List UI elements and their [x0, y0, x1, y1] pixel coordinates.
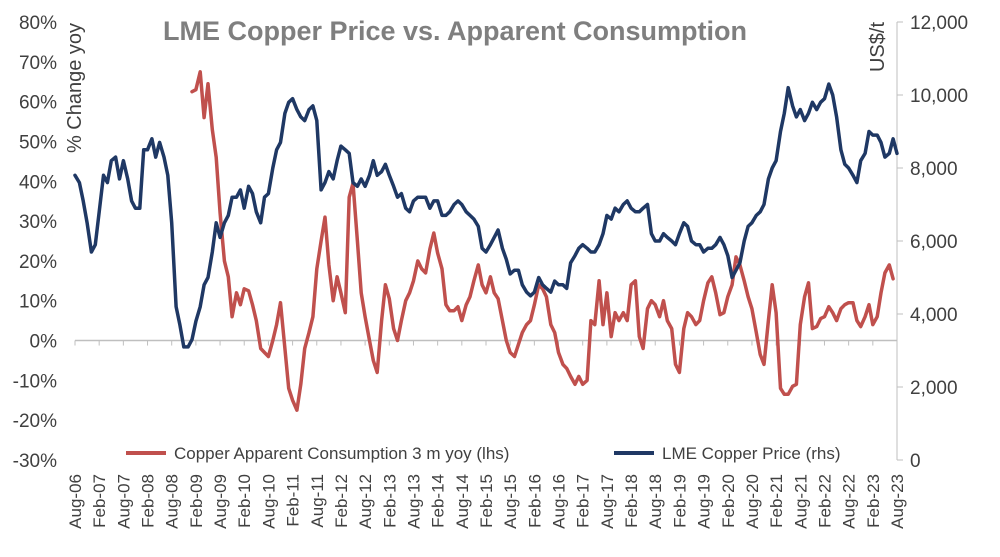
x-tick-label: Aug-21: [791, 474, 810, 529]
x-tick-label: Feb-08: [139, 474, 158, 528]
x-tick-label: Aug-11: [308, 474, 327, 528]
x-tick-label: Aug-12: [356, 474, 375, 529]
x-tick-label: Feb-07: [90, 474, 109, 528]
legend-label-consumption: Copper Apparent Consumption 3 m yoy (lhs…: [174, 444, 509, 463]
x-tick-label: Aug-22: [840, 474, 859, 529]
x-tick-label: Feb-18: [622, 474, 641, 528]
left-tick-label: 40%: [19, 172, 57, 193]
x-tick-label: Aug-16: [550, 474, 569, 529]
left-tick-label: 70%: [19, 53, 57, 74]
x-tick-label: Aug-10: [259, 474, 278, 529]
right-axis-title: US$/t: [867, 22, 889, 72]
x-tick-label: Feb-17: [574, 474, 593, 528]
left-tick-label: 80%: [19, 13, 57, 34]
left-tick-label: 20%: [19, 252, 57, 273]
x-tick-label: Aug-09: [211, 474, 230, 529]
x-tick-label: Aug-08: [163, 474, 182, 529]
right-tick-label: 0: [910, 451, 921, 472]
left-axis-title: % Change yoy: [64, 23, 86, 153]
series-layer: [73, 70, 899, 412]
left-tick-label: 10%: [19, 292, 57, 313]
x-tick-label: Feb-14: [429, 474, 448, 528]
left-tick-label: -10%: [13, 371, 57, 392]
chart-title: LME Copper Price vs. Apparent Consumptio…: [163, 16, 747, 46]
x-tick-label: Feb-12: [332, 474, 351, 528]
x-tick-label: Feb-22: [816, 474, 835, 528]
x-tick-label: Feb-11: [284, 474, 303, 527]
left-axis: -30% -20% -10% 0% 10% 20% 30% 40% 50% 60% 70% 80%: [13, 13, 57, 472]
series-line-copper-price: [73, 82, 899, 349]
series-line-consumption: [190, 70, 895, 412]
right-tick-label: 12,000: [910, 13, 968, 34]
x-tick-label: Aug-15: [501, 474, 520, 529]
x-tick-label: Feb-10: [235, 474, 254, 528]
left-tick-label: 50%: [19, 132, 57, 153]
right-tick-label: 2,000: [910, 378, 958, 399]
legend: Copper Apparent Consumption 3 m yoy (lhs…: [126, 444, 841, 463]
x-tick-label: Feb-15: [477, 474, 496, 528]
x-tick-label: Aug-23: [888, 474, 907, 529]
left-tick-label: 0%: [30, 332, 58, 353]
x-tick-label: Aug-06: [66, 474, 85, 529]
x-tick-label: Aug-20: [743, 474, 762, 529]
x-tick-label: Feb-21: [767, 474, 786, 528]
x-tick-label: Aug-18: [646, 474, 665, 529]
x-tick-label: Feb-13: [380, 474, 399, 528]
x-tick-label: Feb-09: [187, 474, 206, 528]
right-tick-label: 4,000: [910, 305, 958, 326]
right-axis: 0 2,000 4,000 6,000 8,000 10,000 12,000: [897, 13, 968, 472]
left-tick-label: 30%: [19, 212, 57, 233]
right-tick-label: 6,000: [910, 232, 958, 253]
x-tick-label: Aug-17: [598, 474, 617, 529]
x-tick-label: Aug-07: [114, 474, 133, 529]
x-tick-label: Feb-23: [864, 474, 883, 528]
x-tick-label: Aug-14: [453, 474, 472, 529]
x-tick-label: Feb-19: [670, 474, 689, 528]
x-tick-label: Aug-13: [405, 474, 424, 529]
left-tick-label: -20%: [13, 411, 57, 432]
right-tick-label: 8,000: [910, 159, 958, 180]
left-tick-label: 60%: [19, 93, 57, 114]
legend-label-price: LME Copper Price (rhs): [662, 444, 841, 463]
x-tick-label: Aug-19: [695, 474, 714, 529]
x-tick-label: Feb-20: [719, 474, 738, 528]
x-tick-label: Feb-16: [525, 474, 544, 528]
right-tick-label: 10,000: [910, 86, 968, 107]
x-axis: Aug-06 Feb-07 Aug-07 Feb-08 Aug-08 Feb-09 Aug-…: [66, 340, 907, 529]
left-tick-label: -30%: [13, 451, 57, 472]
